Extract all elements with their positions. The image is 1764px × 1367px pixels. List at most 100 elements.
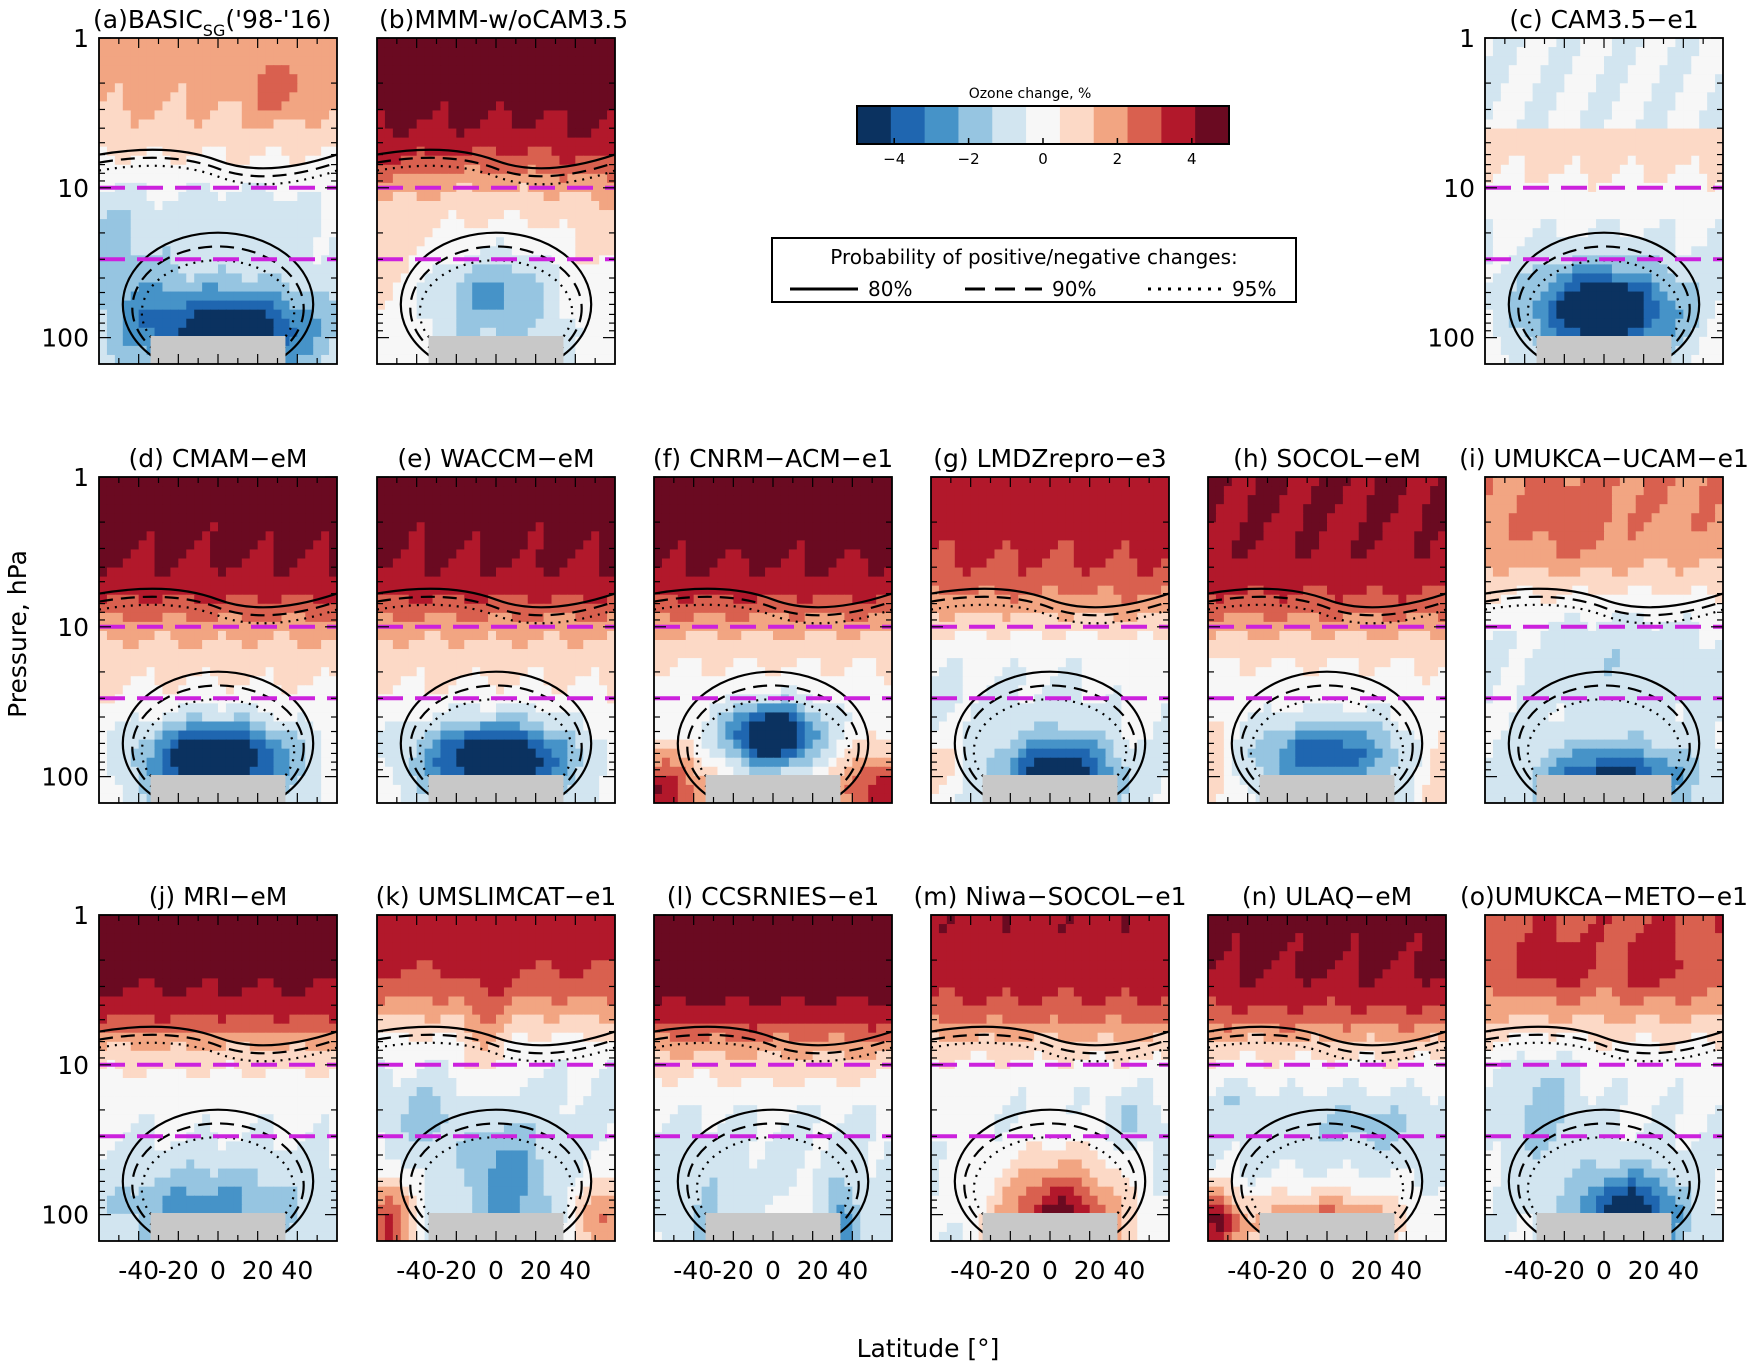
ozone-cell <box>377 300 386 311</box>
ozone-cell <box>265 246 275 256</box>
ozone-cell <box>281 255 290 265</box>
ozone-cell <box>424 173 434 184</box>
ozone-cell <box>607 558 615 569</box>
ozone-cell <box>154 128 164 139</box>
ozone-cell <box>273 119 283 130</box>
ozone-cell <box>130 694 140 704</box>
ozone-cell <box>257 282 267 293</box>
ozone-cell <box>559 155 568 166</box>
ozone-cell <box>305 210 314 220</box>
ozone-cell <box>519 486 529 496</box>
ozone-cell <box>1596 38 1605 48</box>
ozone-cell <box>138 603 148 614</box>
ozone-cell <box>1643 146 1653 157</box>
ozone-cell <box>1500 110 1510 121</box>
ozone-cell <box>265 273 275 284</box>
ozone-cell <box>400 264 410 275</box>
ozone-cell <box>1508 83 1518 93</box>
ozone-cell <box>543 119 553 130</box>
ozone-cell <box>130 164 140 175</box>
ozone-cell <box>178 739 187 750</box>
ozone-cell <box>122 567 132 578</box>
ozone-cell <box>273 191 283 202</box>
ozone-cell <box>257 65 267 75</box>
ozone-cell <box>559 567 568 578</box>
ozone-cell <box>416 318 426 329</box>
ozone-cell <box>488 309 497 320</box>
ozone-cell <box>599 567 608 578</box>
ozone-cell <box>384 191 394 202</box>
ozone-cell <box>154 291 164 302</box>
ozone-cell <box>162 712 171 723</box>
ozone-cell <box>1667 210 1676 220</box>
ozone-cell <box>178 531 187 541</box>
ozone-cell <box>488 38 497 48</box>
ozone-cell <box>527 477 537 487</box>
ozone-cell <box>114 119 124 130</box>
ozone-cell <box>1683 173 1692 184</box>
ozone-cell <box>384 210 394 220</box>
ozone-cell <box>519 282 529 293</box>
ozone-cell <box>257 495 267 505</box>
ozone-cell <box>170 558 179 569</box>
ozone-cell <box>400 255 410 265</box>
ozone-cell <box>329 486 337 496</box>
ozone-cell <box>289 549 298 560</box>
ozone-cell <box>1627 255 1637 265</box>
ozone-cell <box>154 522 164 532</box>
ozone-cell <box>218 612 227 623</box>
ozone-cell <box>281 522 290 532</box>
ozone-cell <box>249 83 259 93</box>
ozone-cell <box>202 649 211 659</box>
ozone-cell <box>416 576 426 587</box>
ozone-cell <box>1485 173 1494 184</box>
ozone-cell <box>273 685 283 695</box>
ozone-cell <box>591 110 600 121</box>
ozone-cell <box>511 56 521 66</box>
ozone-cell <box>1492 83 1502 93</box>
ozone-cell <box>472 558 481 569</box>
ozone-cell <box>448 47 457 57</box>
ozone-cell <box>1683 228 1692 238</box>
ozone-cell <box>218 640 227 650</box>
ozone-cell <box>210 712 219 723</box>
ozone-cell <box>1492 47 1502 57</box>
ozone-cell <box>1699 92 1708 102</box>
ozone-cell <box>194 612 203 623</box>
ozone-cell <box>297 173 306 184</box>
ozone-cell <box>122 309 132 320</box>
ozone-cell <box>1611 273 1621 284</box>
ozone-cell <box>559 540 568 551</box>
ozone-cell <box>289 246 298 256</box>
ozone-cell <box>297 594 306 605</box>
ozone-cell <box>329 567 337 578</box>
ozone-cell <box>1588 219 1597 229</box>
ozone-cell <box>543 228 553 238</box>
ozone-cell <box>607 336 615 347</box>
ozone-cell <box>392 101 402 112</box>
ozone-cell <box>1516 83 1526 93</box>
ozone-cell <box>559 191 568 202</box>
ozone-cell <box>496 173 505 184</box>
ozone-cell <box>559 164 568 175</box>
ozone-cell <box>503 201 513 211</box>
ozone-cell <box>472 246 481 256</box>
ozone-cell <box>599 327 608 338</box>
ozone-cell <box>313 210 322 220</box>
ozone-cell <box>1485 101 1494 112</box>
ozone-cell <box>567 173 576 184</box>
ozone-cell <box>233 47 243 57</box>
ozone-cell <box>1675 246 1684 256</box>
ozone-cell <box>154 531 164 541</box>
ozone-cell <box>511 65 521 75</box>
ozone-cell <box>122 730 132 741</box>
ozone-cell <box>392 273 402 284</box>
ozone-cell <box>257 558 267 569</box>
ozone-cell <box>138 703 148 714</box>
ozone-cell <box>178 318 187 329</box>
ozone-cell <box>146 110 156 121</box>
ozone-cell <box>233 486 243 496</box>
ozone-cell <box>170 173 179 184</box>
ozone-cell <box>154 576 164 587</box>
ozone-cell <box>1619 237 1629 247</box>
